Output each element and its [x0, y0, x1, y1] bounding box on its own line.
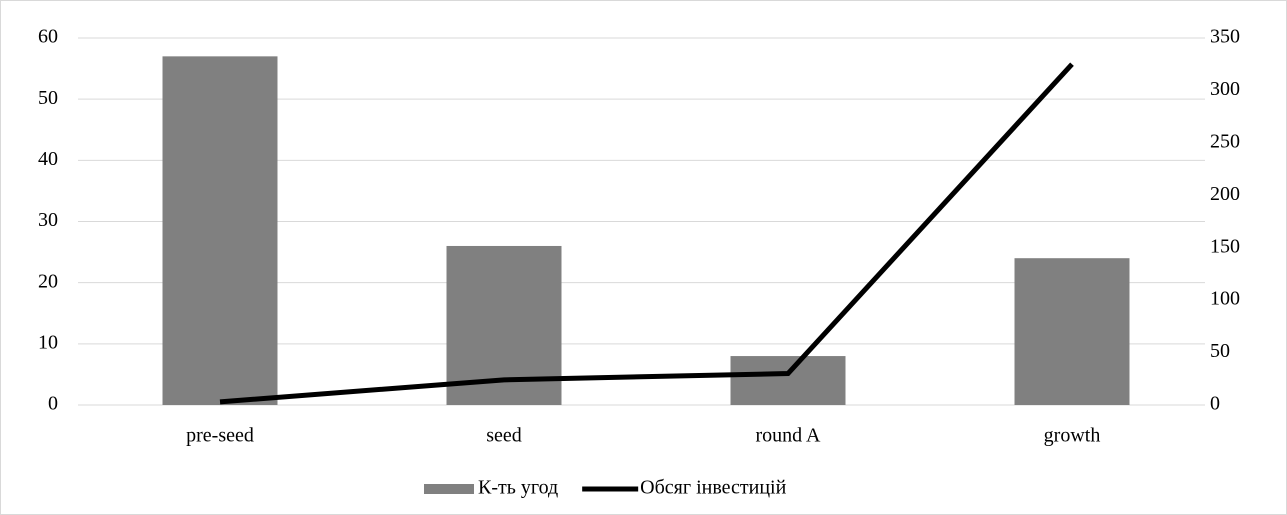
x-tick-label: seed — [486, 425, 522, 447]
y2-tick-label: 250 — [1210, 130, 1240, 152]
y-tick-label: 40 — [38, 148, 58, 170]
y2-tick-label: 350 — [1210, 26, 1240, 48]
y-tick-label: 30 — [38, 209, 58, 231]
y2-tick-label: 100 — [1210, 288, 1240, 310]
legend-label: Обсяг інвестицій — [640, 477, 786, 499]
x-tick-label: pre-seed — [186, 425, 254, 447]
y-tick-label: 0 — [48, 393, 58, 415]
y-tick-label: 50 — [38, 87, 58, 109]
bar — [1014, 258, 1130, 405]
y2-tick-label: 300 — [1210, 78, 1240, 100]
y-tick-label: 10 — [38, 331, 58, 353]
y2-tick-label: 0 — [1210, 393, 1220, 415]
bar — [730, 356, 846, 405]
y-tick-label: 60 — [38, 26, 58, 48]
y2-tick-label: 50 — [1210, 340, 1230, 362]
x-tick-label: growth — [1044, 425, 1101, 447]
y2-tick-label: 150 — [1210, 235, 1240, 257]
y2-tick-label: 200 — [1210, 183, 1240, 205]
legend-label: К-ть угод — [478, 477, 558, 499]
line — [219, 62, 1074, 405]
y-tick-label: 20 — [38, 270, 58, 292]
x-tick-label: round A — [756, 425, 822, 447]
legend-swatch — [424, 484, 474, 494]
bar — [162, 56, 278, 405]
